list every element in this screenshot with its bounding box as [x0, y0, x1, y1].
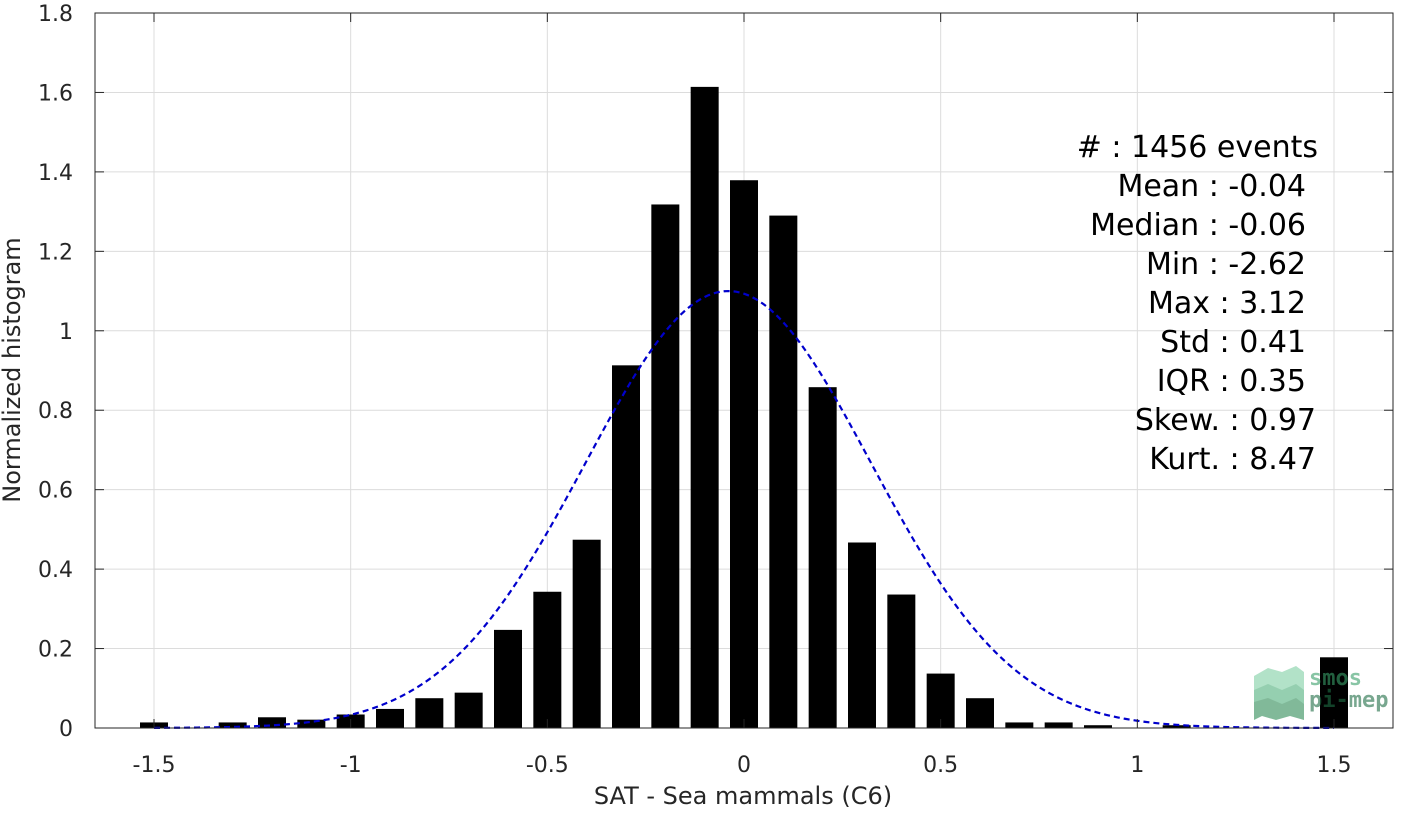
y-tick-label: 1.6: [38, 81, 73, 106]
watermark-line1: smos: [1309, 666, 1362, 691]
x-tick-label: 1.5: [1317, 753, 1352, 778]
histogram-bar: [1162, 725, 1191, 728]
stats-events: # : 1456 events: [1077, 130, 1318, 165]
x-tick-label: -1.5: [133, 753, 176, 778]
histogram-bar: [690, 86, 719, 729]
histogram-bar: [1044, 722, 1073, 728]
stats-median: Median : -0.06: [1090, 208, 1306, 243]
y-tick-label: 1: [59, 320, 73, 345]
histogram-bar: [926, 673, 955, 728]
y-tick-label: 0.4: [38, 558, 73, 583]
y-axis-label: Normalized histogram: [0, 237, 26, 502]
histogram-bar: [533, 591, 562, 728]
histogram-bar: [808, 387, 837, 728]
histogram-bar: [218, 722, 247, 728]
histogram-bar: [1005, 722, 1034, 728]
stats-mean: Mean : -0.04: [1117, 169, 1306, 204]
y-tick-label: 1.4: [38, 161, 73, 186]
x-tick-label: 0: [737, 753, 751, 778]
histogram-bar: [651, 204, 680, 728]
histogram-bar: [887, 594, 916, 728]
y-tick-label: 0: [59, 717, 73, 742]
watermark-line2: pi-mep: [1309, 688, 1388, 713]
histogram-bar: [454, 692, 483, 728]
histogram-bar: [494, 629, 522, 728]
stats-kurt: Kurt. : 8.47: [1149, 442, 1316, 477]
histogram-bar: [572, 539, 601, 728]
histogram-bar: [415, 698, 444, 728]
histogram-bar: [376, 708, 404, 728]
stats-max: Max : 3.12: [1148, 286, 1306, 321]
x-tick-label: -1: [340, 753, 362, 778]
histogram-bar: [297, 719, 326, 728]
y-tick-label: 1.2: [38, 240, 73, 265]
x-tick-label: 1: [1130, 753, 1144, 778]
histogram-bar: [730, 180, 758, 728]
y-tick-label: 0.8: [38, 399, 73, 424]
x-axis-label: SAT - Sea mammals (C6): [594, 782, 892, 809]
stats-std: Std : 0.41: [1160, 325, 1306, 360]
y-tick-label: 0.6: [38, 479, 73, 504]
x-tick-label: 0.5: [923, 753, 958, 778]
histogram-bar: [966, 698, 994, 728]
bars-layer: [140, 86, 1348, 729]
x-tick-label: -0.5: [526, 753, 569, 778]
histogram-bar: [769, 215, 798, 729]
wave-logo-icon: [1254, 666, 1304, 720]
histogram-bar: [1320, 657, 1348, 728]
stats-box: # : 1456 events Mean : -0.04 Median : -0…: [1077, 130, 1318, 477]
ticks-layer: -1.5 -1 -0.5 0 0.5 1 1.5 0 0.2 0.4 0.6 0.8 1 1.2 1.4 1.…: [38, 2, 1393, 778]
histogram-bar: [1084, 725, 1112, 728]
smos-pi-mep-logo: smos pi-mep: [1254, 666, 1388, 720]
histogram-bar: [612, 365, 640, 728]
stats-iqr: IQR : 0.35: [1157, 364, 1306, 399]
stats-skew: Skew. : 0.97: [1135, 403, 1316, 438]
histogram-bar: [258, 717, 286, 728]
y-tick-label: 1.8: [38, 2, 73, 27]
histogram-bar: [848, 542, 876, 728]
stats-min: Min : -2.62: [1146, 247, 1306, 282]
y-tick-label: 0.2: [38, 638, 73, 663]
